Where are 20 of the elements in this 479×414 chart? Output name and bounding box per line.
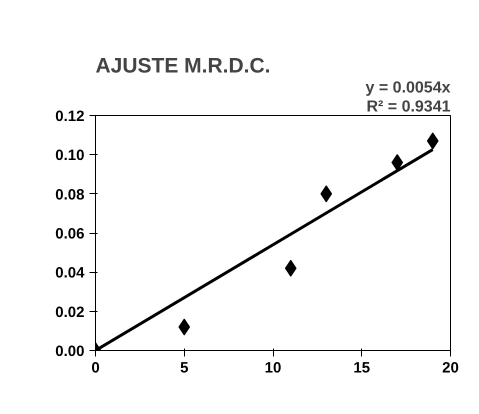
y-tick-label: 0.12	[55, 108, 85, 125]
point	[178, 318, 190, 336]
y-tick-label: 0.06	[55, 226, 85, 242]
y-tick-label: 0.02	[55, 304, 85, 321]
x-tick-label: 5	[180, 360, 188, 376]
y-tick-label: 0.00	[55, 343, 85, 360]
point	[391, 154, 404, 171]
point	[426, 132, 439, 150]
x-tick-label: 0	[91, 360, 100, 376]
point	[284, 260, 297, 277]
annotation: R² = 0.9341	[366, 98, 451, 116]
y-tick-label: 0.04	[55, 264, 86, 282]
point	[320, 185, 332, 202]
y-tick-label: 0.10	[55, 147, 85, 164]
chart-title: AJUSTE M.R.D.C.	[96, 54, 271, 78]
text: y = 0.0054x	[366, 80, 451, 96]
y-tick-label: 0.08	[55, 186, 85, 204]
x-tick-label: 20	[442, 360, 459, 376]
x-tick-label: 10	[264, 360, 282, 376]
x-tick-label: 15	[353, 360, 370, 376]
